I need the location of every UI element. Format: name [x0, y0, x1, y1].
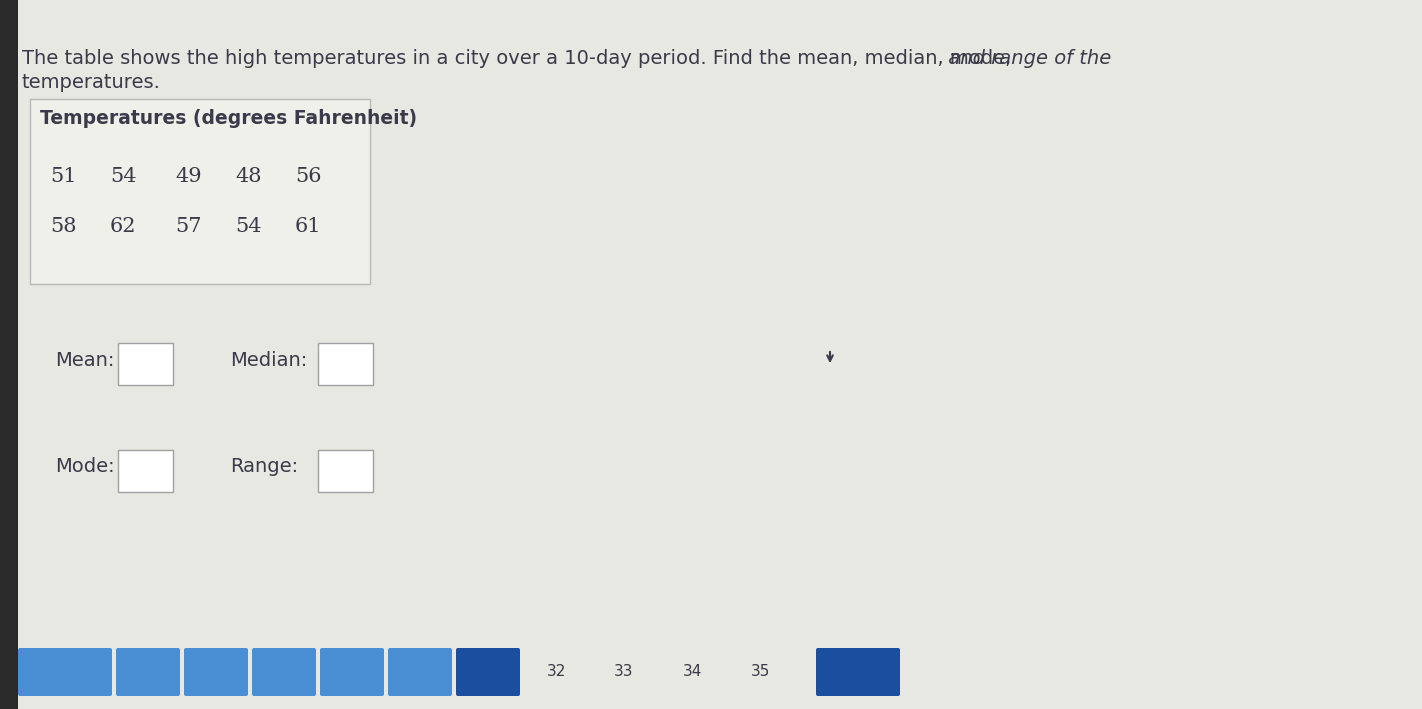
Text: 51: 51 — [50, 167, 77, 186]
FancyBboxPatch shape — [117, 648, 181, 696]
FancyBboxPatch shape — [18, 0, 1422, 709]
Text: 62: 62 — [109, 217, 137, 236]
FancyBboxPatch shape — [18, 648, 112, 696]
Text: 34: 34 — [683, 664, 701, 679]
FancyBboxPatch shape — [30, 99, 370, 284]
FancyBboxPatch shape — [183, 648, 247, 696]
Text: 54: 54 — [109, 167, 137, 186]
FancyBboxPatch shape — [252, 648, 316, 696]
FancyBboxPatch shape — [816, 648, 900, 696]
Text: 57: 57 — [175, 217, 202, 236]
Text: Next: Next — [839, 665, 876, 679]
Text: 58: 58 — [50, 217, 77, 236]
Text: Mean:: Mean: — [55, 350, 114, 369]
Text: 48: 48 — [235, 167, 262, 186]
Text: The table shows the high temperatures in a city over a 10-day period. Find the m: The table shows the high temperatures in… — [21, 49, 1011, 68]
Text: 29: 29 — [341, 664, 363, 679]
Text: 32: 32 — [546, 664, 566, 679]
Text: Temperatures (degrees Fahrenheit): Temperatures (degrees Fahrenheit) — [40, 109, 417, 128]
FancyBboxPatch shape — [118, 450, 173, 492]
FancyBboxPatch shape — [320, 648, 384, 696]
FancyBboxPatch shape — [456, 648, 520, 696]
Text: 54: 54 — [235, 217, 262, 236]
Text: 26: 26 — [138, 664, 159, 679]
Text: 31: 31 — [478, 664, 499, 679]
FancyBboxPatch shape — [319, 450, 373, 492]
FancyBboxPatch shape — [118, 343, 173, 385]
Text: 61: 61 — [294, 217, 321, 236]
Text: 33: 33 — [614, 664, 634, 679]
Text: 30: 30 — [410, 664, 431, 679]
Text: 35: 35 — [751, 664, 769, 679]
Text: and range of the: and range of the — [941, 49, 1111, 68]
Text: 27: 27 — [205, 664, 226, 679]
Text: 56: 56 — [294, 167, 321, 186]
Text: Mode:: Mode: — [55, 457, 115, 476]
FancyBboxPatch shape — [388, 648, 452, 696]
Text: temperatures.: temperatures. — [21, 73, 161, 92]
Text: 49: 49 — [175, 167, 202, 186]
Text: Range:: Range: — [230, 457, 299, 476]
Text: 28: 28 — [273, 664, 294, 679]
Text: Median:: Median: — [230, 350, 307, 369]
FancyBboxPatch shape — [319, 343, 373, 385]
FancyBboxPatch shape — [0, 0, 18, 709]
Text: Previous: Previous — [31, 665, 100, 679]
